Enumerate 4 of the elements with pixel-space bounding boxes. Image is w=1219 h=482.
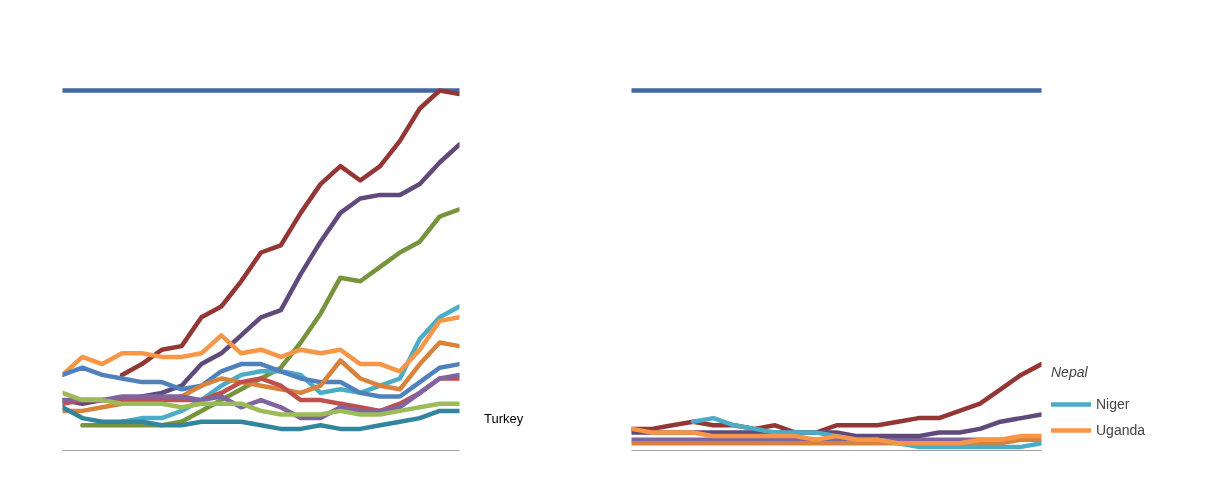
legend-label: Uganda [1096, 422, 1146, 438]
legend-title: Nepal [1051, 364, 1089, 380]
legend-label: Niger [1096, 396, 1130, 412]
text: Turkey [484, 410, 524, 428]
